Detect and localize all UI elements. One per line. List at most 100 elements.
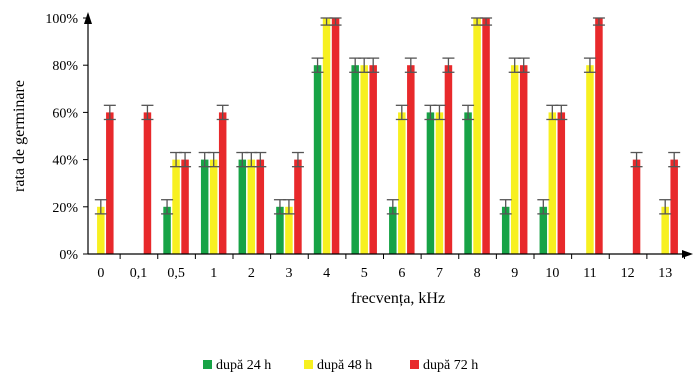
x-tick-label: 2 bbox=[248, 266, 255, 281]
error-bar bbox=[320, 17, 333, 26]
error-bar bbox=[424, 104, 437, 121]
bar bbox=[294, 159, 302, 254]
bar bbox=[285, 206, 293, 254]
y-tick-label: 100% bbox=[45, 12, 78, 27]
x-tick-label: 12 bbox=[621, 266, 635, 281]
ticks-layer: 0%20%40%60%80%100%0 0,1 0,5 1 2 3 4 5 6 7 8 9 10 11 12… bbox=[45, 12, 685, 281]
y-tick-label: 60% bbox=[52, 106, 78, 121]
x-tick-label: 4 bbox=[323, 266, 330, 281]
legend-item: după 24 h bbox=[203, 358, 271, 373]
bar bbox=[247, 159, 256, 254]
error-bar bbox=[141, 104, 154, 121]
bar bbox=[398, 112, 406, 255]
legend-swatch bbox=[304, 360, 313, 369]
y-tick-label: 80% bbox=[52, 59, 78, 74]
bar bbox=[661, 206, 669, 254]
error-bar bbox=[216, 104, 229, 121]
error-bar bbox=[311, 57, 324, 73]
bar bbox=[172, 159, 180, 254]
bar bbox=[143, 112, 152, 255]
error-bar bbox=[517, 57, 530, 73]
y-axis-title: rata de germinare bbox=[11, 80, 28, 192]
error-bar bbox=[170, 151, 183, 168]
error-bar bbox=[395, 104, 408, 121]
legend-label: după 48 h bbox=[317, 358, 372, 373]
error-bar bbox=[659, 199, 672, 215]
error-bar bbox=[273, 199, 286, 215]
error-bar bbox=[404, 57, 417, 73]
bar bbox=[331, 18, 340, 254]
bar bbox=[473, 18, 481, 254]
y-tick-label: 0% bbox=[59, 248, 78, 263]
bar bbox=[435, 112, 444, 255]
bar bbox=[369, 65, 377, 254]
error-bar bbox=[546, 104, 559, 121]
bar bbox=[256, 159, 265, 254]
error-bar bbox=[462, 104, 475, 121]
legend-swatch bbox=[410, 360, 419, 369]
error-bar bbox=[499, 199, 512, 215]
bar bbox=[670, 159, 678, 254]
bar bbox=[181, 159, 189, 254]
error-bar bbox=[471, 17, 484, 26]
bar bbox=[238, 159, 247, 254]
error-bar bbox=[236, 151, 249, 168]
error-bar bbox=[207, 151, 220, 168]
bar bbox=[444, 65, 453, 254]
bar bbox=[519, 65, 528, 254]
bar bbox=[407, 65, 415, 254]
bar bbox=[586, 65, 594, 254]
error-bar bbox=[179, 151, 192, 168]
legend-swatch bbox=[203, 360, 212, 369]
error-bar bbox=[555, 104, 568, 121]
legend-item: după 48 h bbox=[304, 358, 372, 373]
error-bar bbox=[433, 104, 446, 121]
bar bbox=[276, 206, 284, 254]
error-bar bbox=[367, 57, 380, 73]
error-bars-layer bbox=[94, 17, 681, 215]
x-tick-label: 8 bbox=[474, 266, 481, 281]
x-tick-label: 13 bbox=[658, 266, 672, 281]
error-bar bbox=[198, 151, 211, 168]
y-tick-label: 20% bbox=[52, 201, 78, 216]
bar bbox=[482, 18, 490, 254]
x-tick-label: 9 bbox=[511, 266, 518, 281]
error-bar bbox=[254, 151, 267, 168]
bar bbox=[426, 112, 435, 255]
bar bbox=[557, 112, 566, 255]
error-bar bbox=[329, 17, 342, 26]
error-bar bbox=[245, 151, 258, 168]
error-bar bbox=[442, 57, 455, 73]
legend-label: după 72 h bbox=[423, 358, 478, 373]
x-tick-label: 0,5 bbox=[167, 266, 185, 281]
bar bbox=[595, 18, 603, 254]
error-bar bbox=[291, 151, 304, 168]
legend: după 24 h după 48 h după 72 h bbox=[203, 358, 478, 373]
x-axis-title: frecvența, kHz bbox=[351, 290, 445, 307]
error-bar bbox=[103, 104, 116, 121]
x-tick-label: 7 bbox=[436, 266, 443, 281]
x-tick-label: 0,1 bbox=[130, 266, 148, 281]
error-bar bbox=[358, 57, 371, 73]
bar bbox=[163, 206, 171, 254]
x-tick-label: 6 bbox=[398, 266, 405, 281]
bars-layer bbox=[97, 18, 678, 255]
bar bbox=[548, 112, 557, 255]
error-bar bbox=[537, 199, 550, 215]
x-tick-label: 3 bbox=[285, 266, 292, 281]
bar bbox=[106, 112, 114, 255]
bar bbox=[97, 206, 105, 254]
error-bar bbox=[630, 151, 643, 168]
bar bbox=[389, 206, 397, 254]
x-tick-label: 0 bbox=[97, 266, 104, 281]
bar bbox=[632, 159, 641, 254]
bar bbox=[218, 112, 227, 255]
error-bar bbox=[592, 17, 605, 26]
legend-item: după 72 h bbox=[410, 358, 478, 373]
error-bar bbox=[282, 199, 295, 215]
error-bar bbox=[480, 17, 493, 26]
bar bbox=[464, 112, 472, 255]
error-bar bbox=[583, 57, 596, 73]
